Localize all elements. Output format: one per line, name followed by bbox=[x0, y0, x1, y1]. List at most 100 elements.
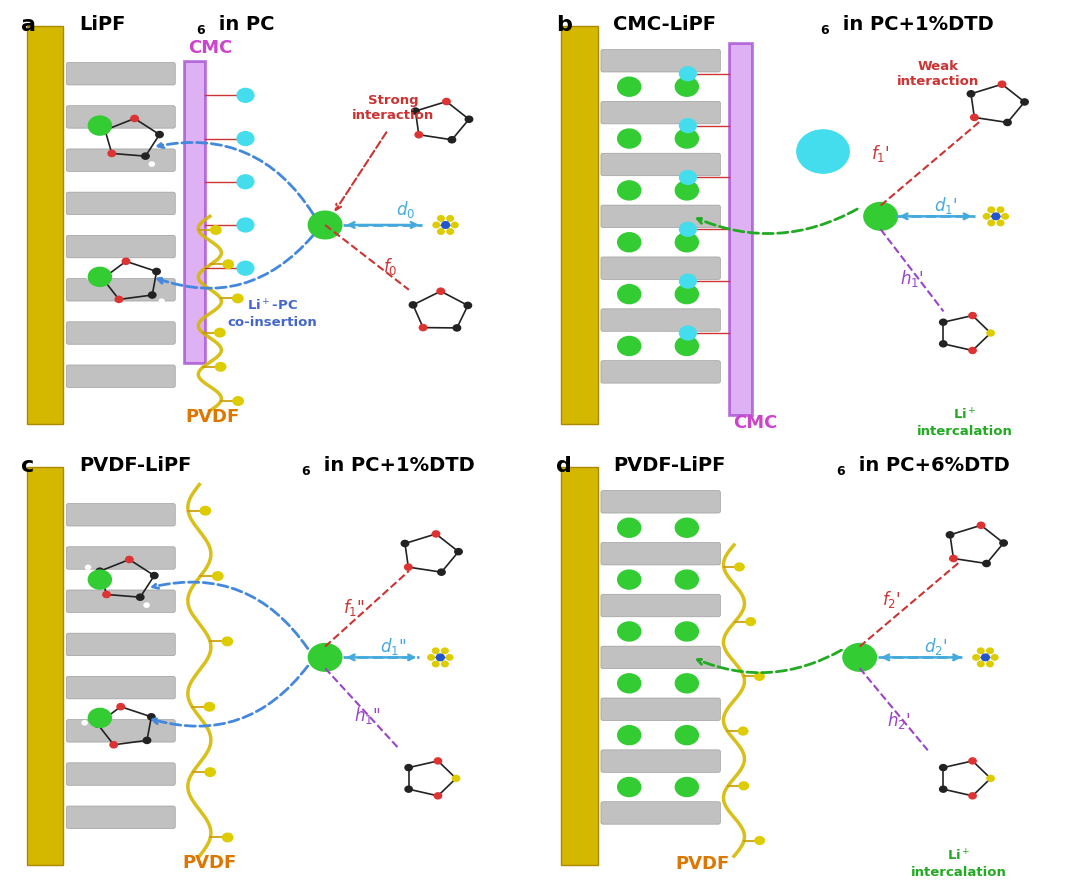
Circle shape bbox=[989, 569, 995, 574]
Circle shape bbox=[448, 136, 456, 143]
Circle shape bbox=[988, 207, 995, 212]
Circle shape bbox=[465, 116, 473, 122]
Circle shape bbox=[434, 793, 442, 799]
Circle shape bbox=[936, 528, 942, 533]
Circle shape bbox=[409, 302, 417, 308]
Text: Li$^+$-PC
co-insertion: Li$^+$-PC co-insertion bbox=[228, 298, 318, 329]
Text: 6: 6 bbox=[197, 24, 205, 37]
Circle shape bbox=[842, 643, 877, 671]
Text: in PC+1%DTD: in PC+1%DTD bbox=[836, 15, 994, 35]
Circle shape bbox=[618, 725, 640, 745]
Text: Li$^+$
intercalation: Li$^+$ intercalation bbox=[912, 849, 1008, 879]
Circle shape bbox=[87, 275, 93, 280]
Circle shape bbox=[401, 541, 408, 546]
Circle shape bbox=[205, 768, 215, 776]
Circle shape bbox=[222, 637, 232, 646]
FancyBboxPatch shape bbox=[600, 646, 720, 668]
Circle shape bbox=[675, 674, 699, 693]
Text: PVDF-LiPF: PVDF-LiPF bbox=[79, 456, 191, 476]
Circle shape bbox=[618, 570, 640, 589]
Text: in PC: in PC bbox=[213, 15, 275, 35]
Circle shape bbox=[164, 572, 170, 576]
Circle shape bbox=[1021, 99, 1028, 105]
Circle shape bbox=[447, 216, 454, 221]
Circle shape bbox=[455, 549, 462, 555]
Circle shape bbox=[746, 617, 755, 625]
FancyBboxPatch shape bbox=[66, 235, 175, 257]
Text: $h_1$': $h_1$' bbox=[901, 268, 923, 290]
Circle shape bbox=[144, 737, 151, 743]
Text: PVDF-LiPF: PVDF-LiPF bbox=[613, 456, 726, 476]
Circle shape bbox=[432, 661, 438, 666]
Text: c: c bbox=[22, 456, 35, 477]
Circle shape bbox=[149, 162, 154, 167]
Text: 6: 6 bbox=[821, 24, 829, 37]
Circle shape bbox=[977, 661, 984, 666]
Circle shape bbox=[156, 132, 163, 137]
Circle shape bbox=[442, 661, 448, 666]
Circle shape bbox=[675, 78, 699, 96]
Circle shape bbox=[679, 67, 697, 81]
Circle shape bbox=[679, 223, 697, 236]
Circle shape bbox=[233, 396, 243, 405]
Circle shape bbox=[755, 837, 765, 845]
Text: d: d bbox=[556, 456, 571, 477]
Circle shape bbox=[108, 151, 116, 157]
Circle shape bbox=[931, 347, 936, 351]
Circle shape bbox=[148, 714, 156, 720]
Text: $f_1$": $f_1$" bbox=[343, 597, 365, 618]
Circle shape bbox=[391, 536, 396, 541]
Circle shape bbox=[679, 170, 697, 184]
Circle shape bbox=[739, 782, 748, 789]
Text: PVDF: PVDF bbox=[186, 408, 240, 426]
Text: $d_1$": $d_1$" bbox=[380, 636, 406, 657]
Circle shape bbox=[983, 560, 990, 567]
Bar bbox=[729, 44, 753, 415]
Circle shape bbox=[152, 268, 160, 274]
Circle shape bbox=[675, 337, 699, 356]
FancyBboxPatch shape bbox=[66, 322, 175, 344]
Circle shape bbox=[940, 340, 947, 347]
Circle shape bbox=[170, 131, 175, 135]
Circle shape bbox=[308, 643, 342, 671]
Circle shape bbox=[447, 229, 454, 234]
Circle shape bbox=[150, 573, 158, 578]
Circle shape bbox=[973, 655, 980, 660]
Text: CMC: CMC bbox=[188, 39, 232, 57]
Circle shape bbox=[415, 132, 422, 138]
Text: 6: 6 bbox=[301, 465, 310, 478]
FancyBboxPatch shape bbox=[600, 750, 720, 772]
Text: 6: 6 bbox=[836, 465, 845, 478]
Text: CMC-LiPF: CMC-LiPF bbox=[613, 15, 716, 35]
Circle shape bbox=[987, 648, 994, 653]
Circle shape bbox=[308, 211, 342, 239]
Text: a: a bbox=[22, 15, 37, 36]
FancyBboxPatch shape bbox=[600, 698, 720, 721]
Circle shape bbox=[405, 764, 413, 771]
FancyBboxPatch shape bbox=[66, 720, 175, 742]
FancyBboxPatch shape bbox=[600, 205, 720, 227]
Circle shape bbox=[102, 127, 109, 134]
Text: $f_2$': $f_2$' bbox=[881, 589, 901, 609]
Circle shape bbox=[238, 261, 254, 275]
FancyBboxPatch shape bbox=[600, 361, 720, 383]
Circle shape bbox=[675, 570, 699, 589]
Bar bbox=[562, 467, 598, 865]
Circle shape bbox=[940, 319, 947, 325]
FancyBboxPatch shape bbox=[66, 763, 175, 785]
Circle shape bbox=[618, 78, 640, 96]
Circle shape bbox=[442, 222, 449, 228]
FancyBboxPatch shape bbox=[66, 634, 175, 656]
Circle shape bbox=[480, 116, 485, 120]
Circle shape bbox=[89, 570, 111, 589]
Circle shape bbox=[153, 745, 159, 748]
Circle shape bbox=[125, 557, 133, 562]
Circle shape bbox=[437, 288, 445, 294]
Circle shape bbox=[215, 363, 226, 371]
Circle shape bbox=[931, 761, 936, 764]
FancyBboxPatch shape bbox=[66, 106, 175, 128]
Circle shape bbox=[931, 315, 936, 319]
Circle shape bbox=[618, 129, 640, 148]
Circle shape bbox=[969, 313, 976, 319]
Circle shape bbox=[437, 229, 444, 234]
